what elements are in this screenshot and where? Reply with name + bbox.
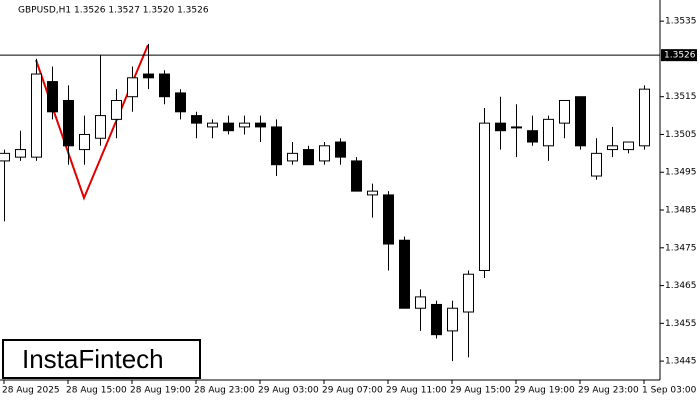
candle-body	[111, 99, 122, 120]
candle-body	[399, 239, 410, 309]
candle-body	[575, 96, 586, 147]
candle-body	[591, 152, 602, 177]
candle-body	[95, 115, 106, 139]
x-tick-label: 29 Aug 03:00	[258, 386, 319, 396]
candle-body	[207, 122, 218, 128]
y-tick-label: 1.3455	[665, 319, 697, 329]
logo: InstaFintech	[22, 344, 164, 374]
candle-body	[383, 194, 394, 245]
candle-body	[447, 307, 458, 332]
candle-body	[431, 303, 442, 336]
y-tick-label: 1.3475	[665, 243, 697, 253]
x-tick-label: 29 Aug 15:00	[450, 386, 511, 396]
y-tick-label: 1.3465	[665, 281, 697, 291]
candle-body	[607, 145, 618, 151]
candle-body	[127, 77, 138, 98]
candle-body	[175, 92, 186, 113]
chart-header: GBPUSD,H1 1.3526 1.3527 1.3520 1.3526	[18, 6, 209, 16]
y-tick-label: 1.3485	[665, 206, 697, 216]
candle-body	[143, 73, 154, 79]
candle-body	[159, 73, 170, 98]
y-tick-label: 1.3505	[665, 130, 697, 140]
y-tick-label: 1.3515	[665, 92, 697, 102]
candle-body	[31, 73, 42, 158]
candle-body	[559, 99, 570, 124]
candle-body	[271, 126, 282, 166]
candle-body	[287, 152, 298, 162]
candle-body	[511, 126, 522, 129]
candle-body	[495, 122, 506, 132]
current-price-label: 1.3526	[664, 51, 696, 61]
candle-body	[543, 118, 554, 147]
candle-body	[15, 149, 26, 158]
candle-body	[415, 296, 426, 309]
candle-body	[63, 99, 74, 147]
candle-body	[239, 122, 250, 128]
candle-body	[463, 273, 474, 313]
x-tick-label: 29 Aug 11:00	[386, 386, 447, 396]
x-tick-label: 28 Aug 2025	[2, 386, 60, 396]
logo-box	[2, 339, 201, 379]
candle-body	[0, 152, 10, 162]
x-tick-label: 1 Sep 03:00	[642, 386, 697, 396]
y-tick-label: 1.3445	[665, 357, 697, 367]
candle-body	[479, 122, 490, 271]
x-tick-label: 29 Aug 23:00	[578, 386, 639, 396]
x-tick-label: 28 Aug 19:00	[130, 386, 191, 396]
candle-body	[303, 149, 314, 166]
candle-body	[319, 145, 330, 162]
candle-body	[639, 88, 650, 147]
candle-body	[335, 141, 346, 158]
candle-body	[367, 190, 378, 196]
y-tick-label: 1.3535	[665, 17, 697, 27]
candle-body	[223, 122, 234, 132]
x-tick-label: 28 Aug 15:00	[66, 386, 127, 396]
x-tick-label: 29 Aug 07:00	[322, 386, 383, 396]
candle-body	[623, 141, 634, 151]
candle-body	[351, 160, 362, 192]
candle-body	[527, 130, 538, 143]
candle-body	[255, 122, 266, 128]
y-tick-label: 1.3495	[665, 168, 697, 178]
x-tick-label: 29 Aug 19:00	[514, 386, 575, 396]
x-tick-label: 28 Aug 23:00	[194, 386, 255, 396]
candle-body	[191, 115, 202, 124]
candle-body	[79, 133, 90, 151]
current-price-box	[661, 49, 697, 62]
candle-body	[47, 81, 58, 113]
